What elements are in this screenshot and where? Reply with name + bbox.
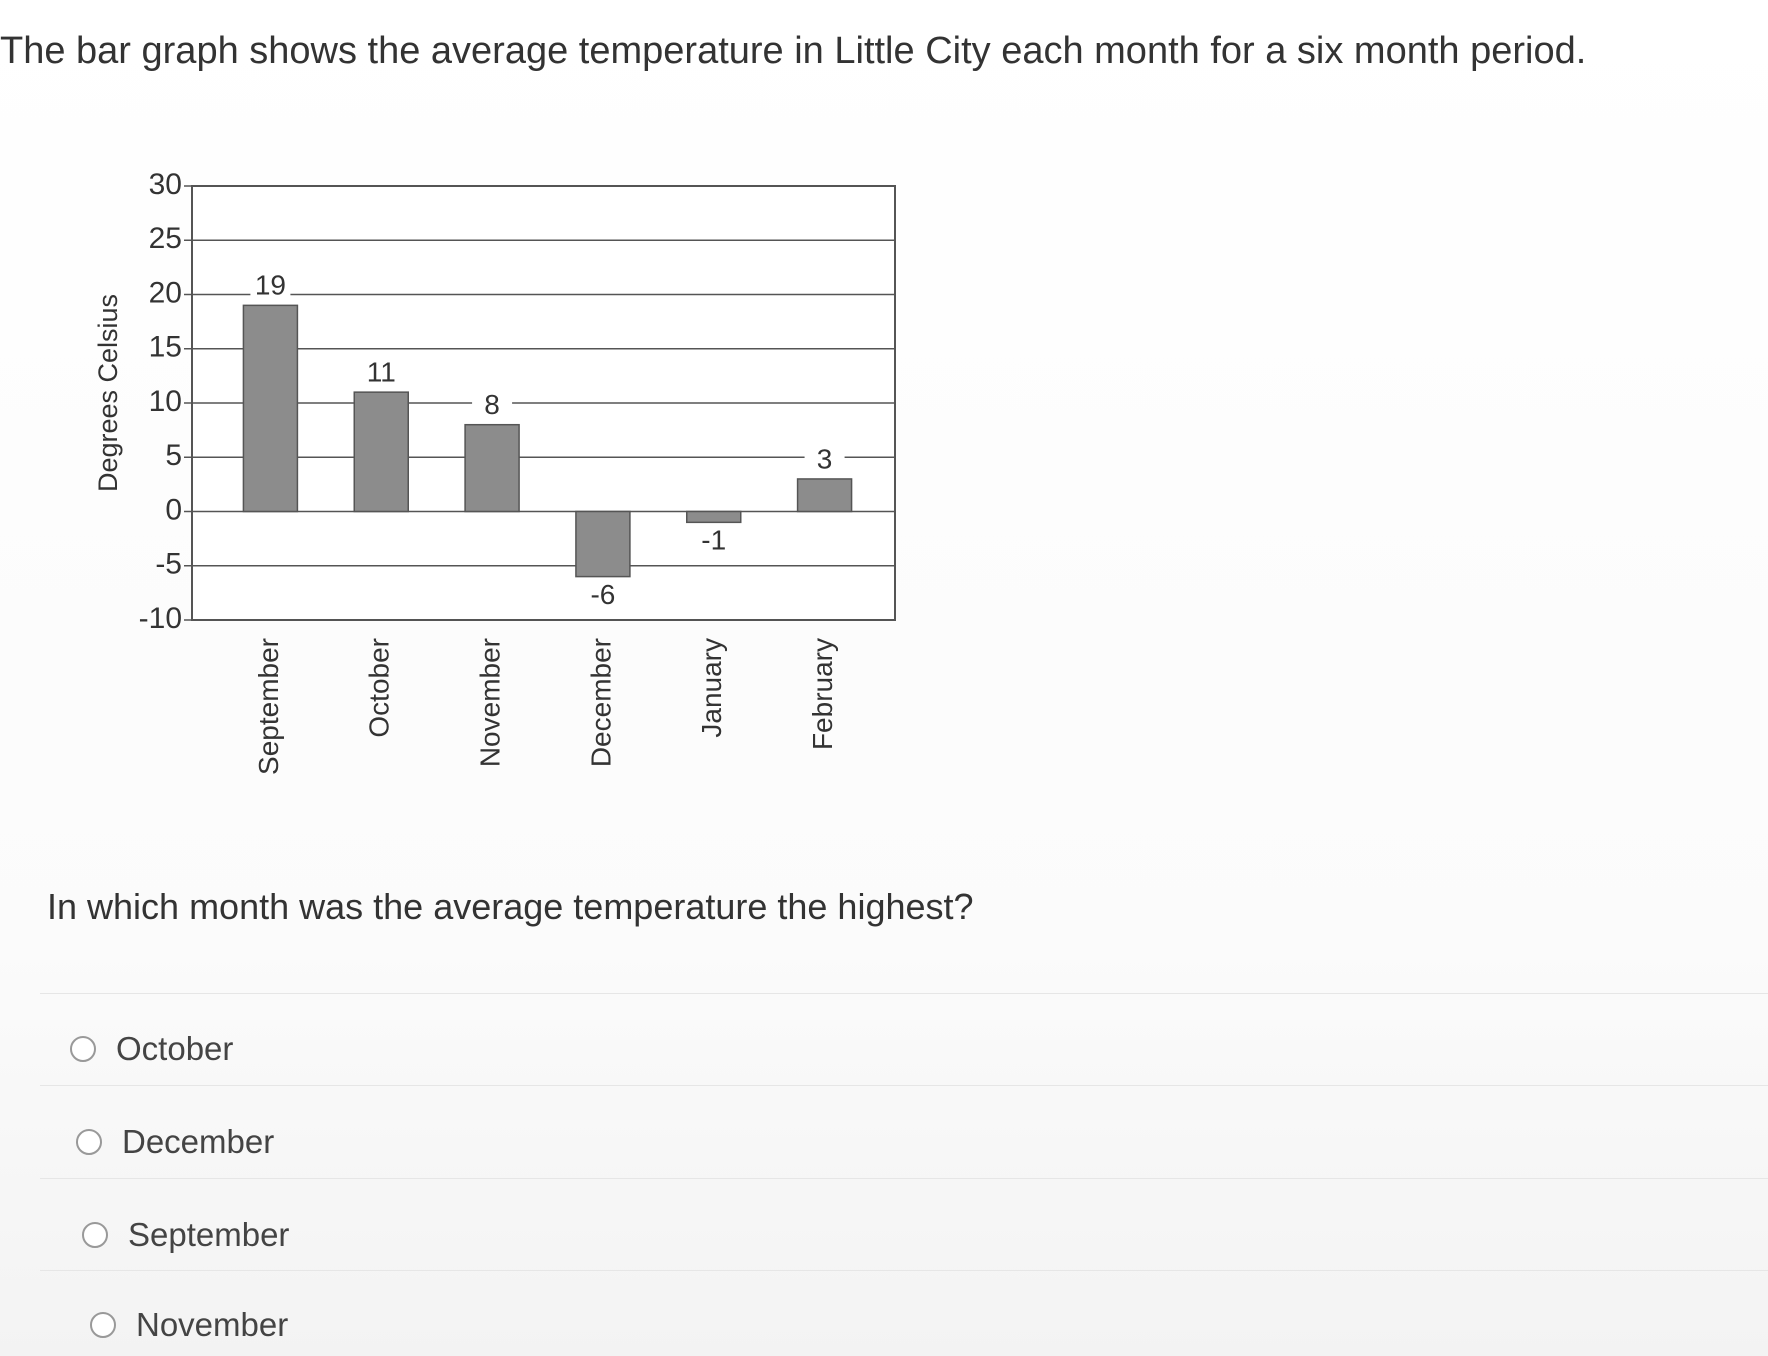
- value-label: 11: [367, 357, 396, 388]
- x-tick-label: January: [696, 638, 727, 738]
- y-tick-label: -10: [139, 602, 182, 635]
- value-label: -6: [590, 579, 615, 610]
- value-label-bg: [693, 528, 734, 557]
- option[interactable]: September: [82, 1216, 289, 1254]
- x-tick-label: February: [807, 638, 838, 750]
- value-label-bg: [582, 582, 623, 611]
- bar: [353, 391, 409, 513]
- value-label-bg: [361, 360, 402, 389]
- separator: [40, 1270, 1768, 1271]
- y-tick-label: -5: [155, 548, 182, 581]
- y-tick-label: 20: [149, 276, 182, 309]
- separator: [40, 1178, 1768, 1179]
- value-label: 3: [817, 443, 833, 474]
- bar: [575, 510, 631, 578]
- value-label-bg: [804, 446, 845, 475]
- value-label: -1: [701, 525, 726, 556]
- option-label: October: [116, 1030, 234, 1067]
- y-tick-label: 10: [149, 385, 182, 418]
- x-tick-label: October: [364, 638, 395, 738]
- bar: [796, 478, 853, 513]
- option[interactable]: November: [90, 1306, 288, 1344]
- value-label: 8: [484, 389, 500, 420]
- y-tick-label: 25: [149, 222, 182, 255]
- option-label: September: [128, 1216, 290, 1253]
- x-tick-label: December: [585, 638, 616, 767]
- radio[interactable]: [76, 1129, 102, 1155]
- y-axis-label: Degrees Celsius: [93, 294, 123, 492]
- y-tick-label: 30: [149, 168, 182, 201]
- option[interactable]: October: [70, 1030, 233, 1068]
- radio[interactable]: [90, 1312, 116, 1338]
- bar: [242, 304, 299, 513]
- option-label: November: [136, 1306, 289, 1343]
- x-tick-label: November: [474, 638, 505, 767]
- bar: [686, 510, 742, 524]
- y-tick-label: 0: [165, 493, 182, 526]
- option[interactable]: December: [76, 1123, 274, 1161]
- value-label-bg: [250, 273, 291, 302]
- prompt: The bar graph shows the average temperat…: [0, 30, 1587, 72]
- x-tick-label: September: [253, 638, 284, 775]
- bar: [464, 423, 520, 513]
- value-label-bg: [472, 392, 513, 421]
- radio[interactable]: [82, 1222, 108, 1248]
- chart: -10 -5 0 5 10 15 20 25 30 Degrees Celsius 19 Septem…: [93, 168, 896, 775]
- radio[interactable]: [70, 1036, 96, 1062]
- separator: [40, 993, 1768, 994]
- separator: [40, 1085, 1768, 1086]
- value-label: 19: [255, 270, 286, 301]
- question: In which month was the average temperatu…: [47, 886, 974, 927]
- y-tick-label: 5: [165, 439, 182, 472]
- option-label: December: [122, 1123, 275, 1160]
- y-tick-label: 15: [149, 331, 182, 364]
